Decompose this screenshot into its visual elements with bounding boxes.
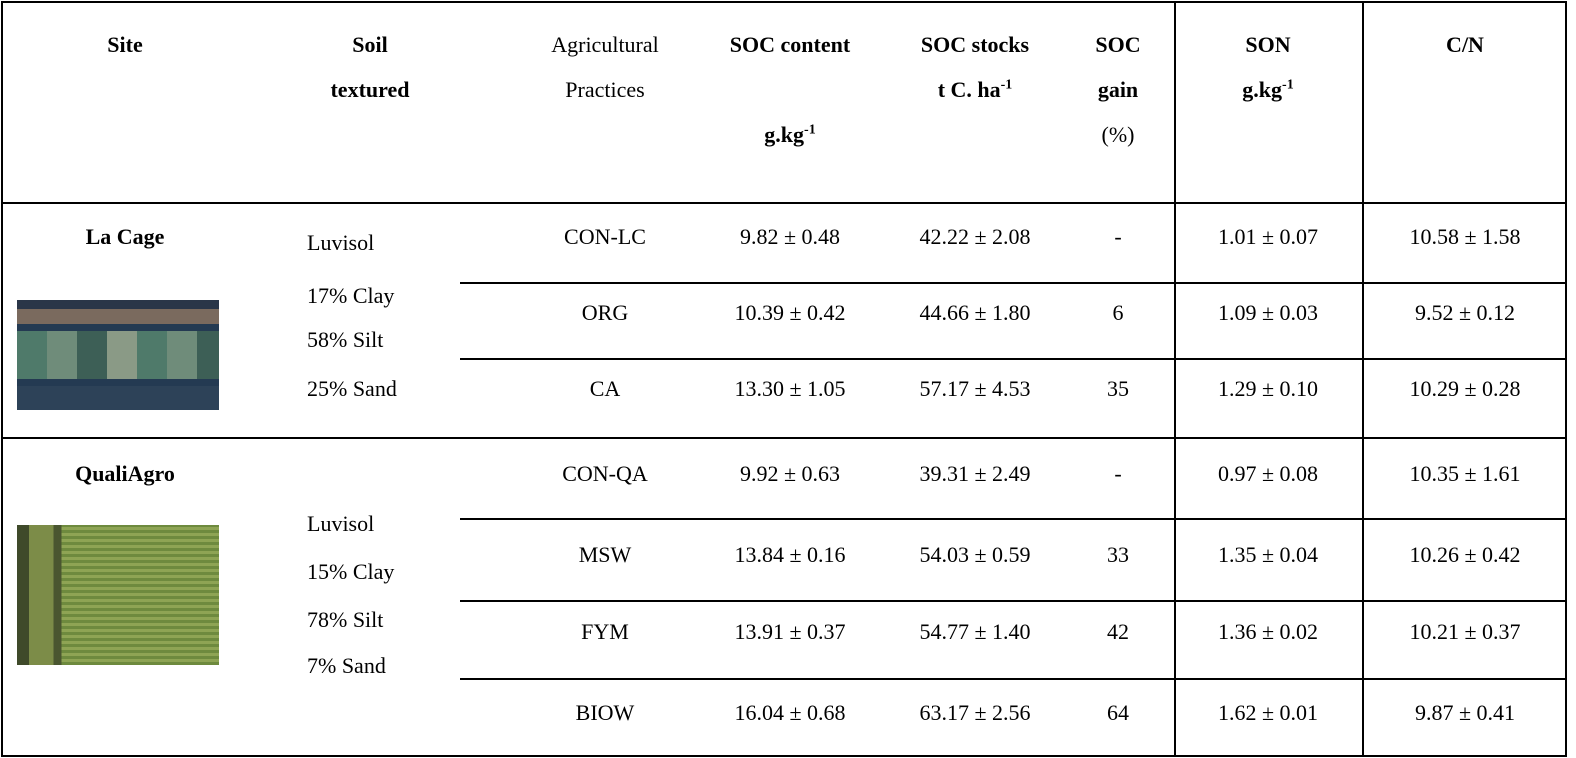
header: SOC content (729, 32, 851, 57)
cell: 42 (1107, 619, 1129, 644)
rule (2, 1, 1567, 3)
cell: 6 (1112, 300, 1124, 325)
header: SOC (1095, 32, 1141, 57)
cell: - (1114, 224, 1122, 249)
cell: 10.58 ± 1.58 (1409, 224, 1521, 249)
soil-text: 7% Sand (307, 653, 386, 678)
rule (1565, 1, 1567, 757)
cell: 9.87 ± 0.41 (1414, 700, 1516, 725)
cell: 13.91 ± 0.37 (734, 619, 846, 644)
cell: 10.39 ± 0.42 (734, 300, 846, 325)
rule (2, 202, 1567, 204)
rule (1174, 1, 1176, 757)
unit: g.kg (764, 122, 805, 147)
cell: 1.09 ± 0.03 (1217, 300, 1319, 325)
header-unit: t C. ha-1 (938, 77, 1013, 103)
cell: 16.04 ± 0.68 (734, 700, 846, 725)
site-photo (17, 300, 219, 410)
rule (2, 755, 1567, 757)
cell: 1.35 ± 0.04 (1217, 542, 1319, 567)
cell: 42.22 ± 2.08 (919, 224, 1031, 249)
unit: t C. ha (937, 77, 1001, 102)
soil-text: Luvisol (307, 230, 375, 255)
cell: 10.35 ± 1.61 (1409, 461, 1521, 486)
practice: MSW (578, 542, 632, 567)
cell: 54.77 ± 1.40 (919, 619, 1031, 644)
practice: FYM (581, 619, 629, 644)
header: Soil (352, 32, 388, 57)
rule (2, 437, 1567, 439)
rule (460, 600, 1567, 602)
unit-sup: -1 (1282, 77, 1294, 93)
cell: - (1114, 461, 1122, 486)
cell: 1.01 ± 0.07 (1217, 224, 1319, 249)
practice: CON-LC (564, 224, 646, 249)
cell: 10.21 ± 0.37 (1409, 619, 1521, 644)
cell: 9.82 ± 0.48 (739, 224, 841, 249)
practice: CA (589, 376, 621, 401)
rule (460, 678, 1567, 680)
rule (1, 1, 3, 757)
cell: 63.17 ± 2.56 (919, 700, 1031, 725)
cell: 33 (1107, 542, 1129, 567)
unit-sup: -1 (804, 122, 816, 138)
soil-text: 78% Silt (307, 607, 384, 632)
header-unit: g.kg-1 (1242, 77, 1293, 103)
practice: CON-QA (562, 461, 648, 486)
soil-text: 17% Clay (307, 283, 395, 308)
cell: 57.17 ± 4.53 (919, 376, 1031, 401)
site-photo (17, 525, 219, 665)
site-name: QualiAgro (75, 461, 175, 486)
header: gain (1097, 77, 1139, 102)
soil-text: 58% Silt (307, 327, 384, 352)
cell: 35 (1107, 376, 1129, 401)
rule (1362, 1, 1364, 757)
cell: 44.66 ± 1.80 (919, 300, 1031, 325)
header: SOC stocks (920, 32, 1030, 57)
practice: ORG (581, 300, 629, 325)
cell: 13.84 ± 0.16 (734, 542, 846, 567)
cell: 13.30 ± 1.05 (734, 376, 846, 401)
header: SON (1245, 32, 1291, 57)
rule (460, 282, 1567, 284)
soil-text: Luvisol (307, 511, 375, 536)
unit: g.kg (1242, 77, 1283, 102)
unit-sup: -1 (1000, 77, 1013, 93)
site-name: La Cage (85, 224, 165, 249)
cell: 9.92 ± 0.63 (739, 461, 841, 486)
header: Agricultural (551, 32, 659, 57)
cell: 10.29 ± 0.28 (1409, 376, 1521, 401)
rule (460, 358, 1567, 360)
soil-text: 15% Clay (307, 559, 395, 584)
header: textured (330, 77, 410, 102)
practice: BIOW (575, 700, 635, 725)
cell: 0.97 ± 0.08 (1217, 461, 1319, 486)
cell: 54.03 ± 0.59 (919, 542, 1031, 567)
cell: 10.26 ± 0.42 (1409, 542, 1521, 567)
header: Site (107, 32, 143, 57)
cell: 64 (1107, 700, 1129, 725)
soil-text: 25% Sand (307, 376, 397, 401)
cell: 1.36 ± 0.02 (1217, 619, 1319, 644)
cell: 1.29 ± 0.10 (1217, 376, 1319, 401)
header-unit: g.kg-1 (764, 122, 815, 148)
header: Practices (565, 77, 645, 102)
cell: 1.62 ± 0.01 (1217, 700, 1319, 725)
cell: 9.52 ± 0.12 (1414, 300, 1516, 325)
rule (460, 518, 1567, 520)
cell: 39.31 ± 2.49 (919, 461, 1031, 486)
header-unit: (%) (1101, 122, 1135, 147)
header: C/N (1446, 32, 1484, 57)
